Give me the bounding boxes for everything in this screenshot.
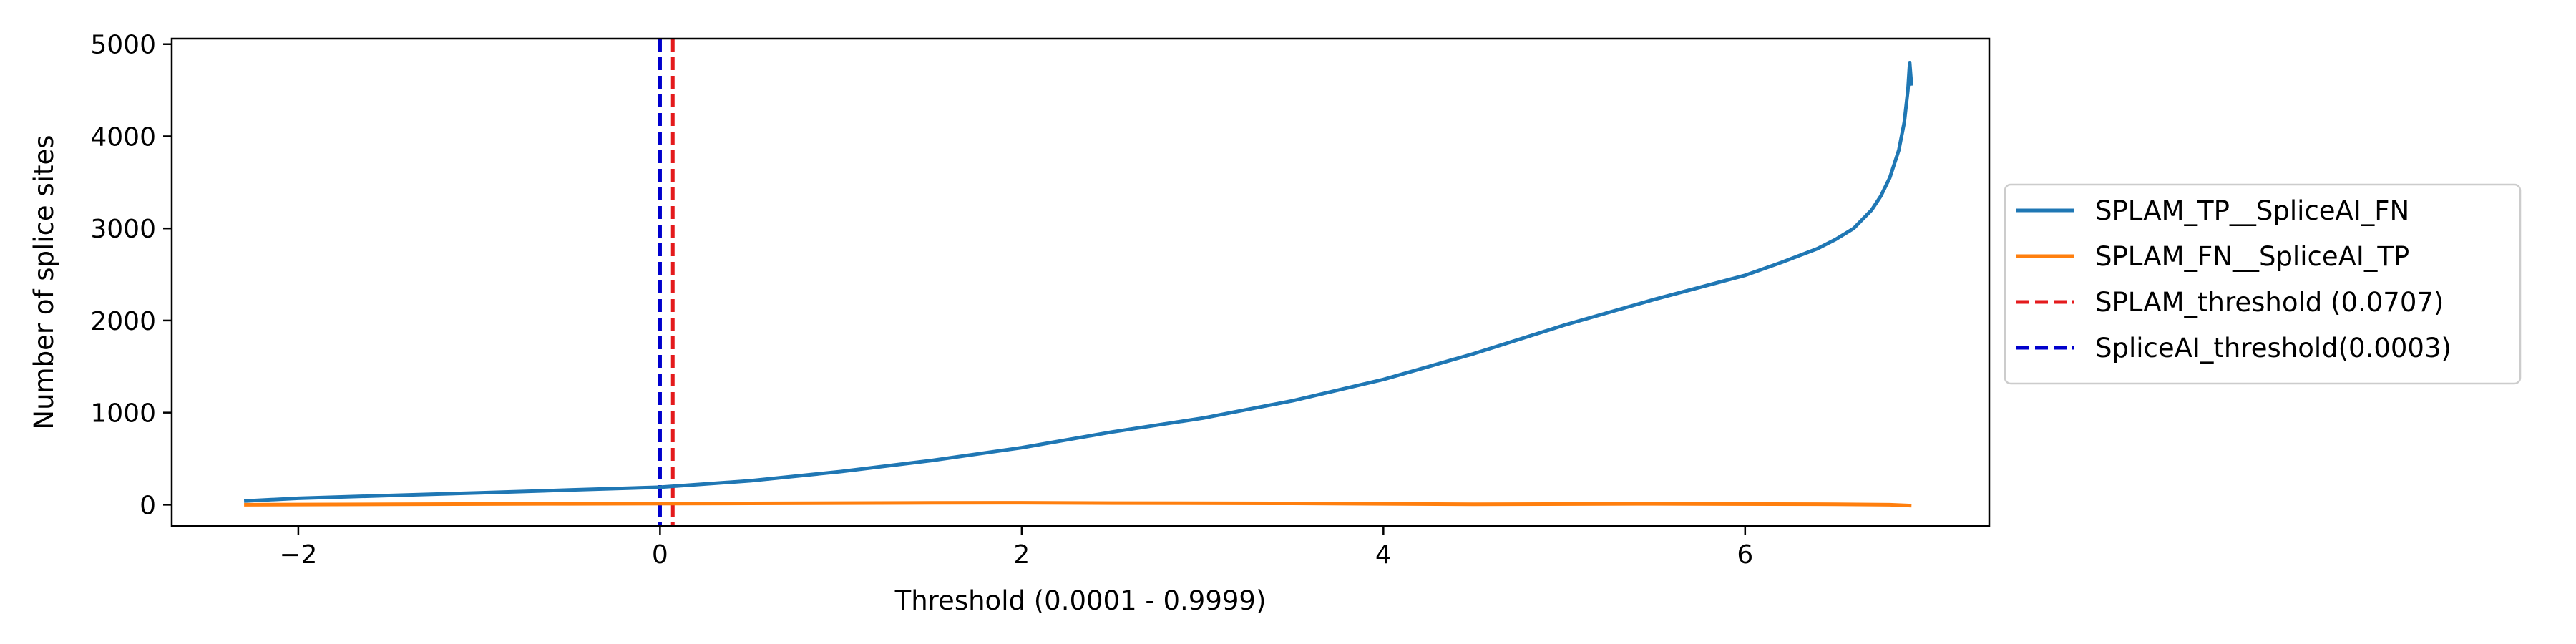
legend-label-3: SpliceAI_threshold(0.0003) [2095,333,2451,364]
series-line-0 [243,61,1913,503]
y-tick-label: 4000 [90,122,156,152]
legend-label-0: SPLAM_TP__SpliceAI_FN [2095,195,2409,226]
y-axis: 0 1000 2000 3000 4000 5000 [90,31,172,520]
x-tick-label: 0 [652,540,668,570]
y-tick-label: 0 [140,491,156,520]
y-tick-label: 5000 [90,31,156,60]
y-tick-label: 1000 [90,399,156,429]
x-tick-label: 6 [1737,540,1753,570]
legend-box [2004,183,2522,385]
x-axis: −2 0 2 4 6 [279,526,1753,570]
plot-area [243,39,1913,526]
y-tick-label: 2000 [90,307,156,336]
x-tick-label: 2 [1013,540,1030,570]
y-axis-label: Number of splice sites [29,135,59,429]
x-tick-label: −2 [279,540,317,570]
legend-label-2: SPLAM_threshold (0.0707) [2095,287,2444,318]
legend: SPLAM_TP__SpliceAI_FN SPLAM_FN__SpliceAI_… [2004,183,2522,385]
x-tick-label: 4 [1375,540,1392,570]
series-line-1 [244,501,1912,508]
legend-label-1: SPLAM_FN__SpliceAI_TP [2095,241,2409,272]
plot-frame [170,37,1991,527]
x-axis-label: Threshold (0.0001 - 0.9999) [894,585,1267,616]
y-tick-label: 3000 [90,215,156,244]
